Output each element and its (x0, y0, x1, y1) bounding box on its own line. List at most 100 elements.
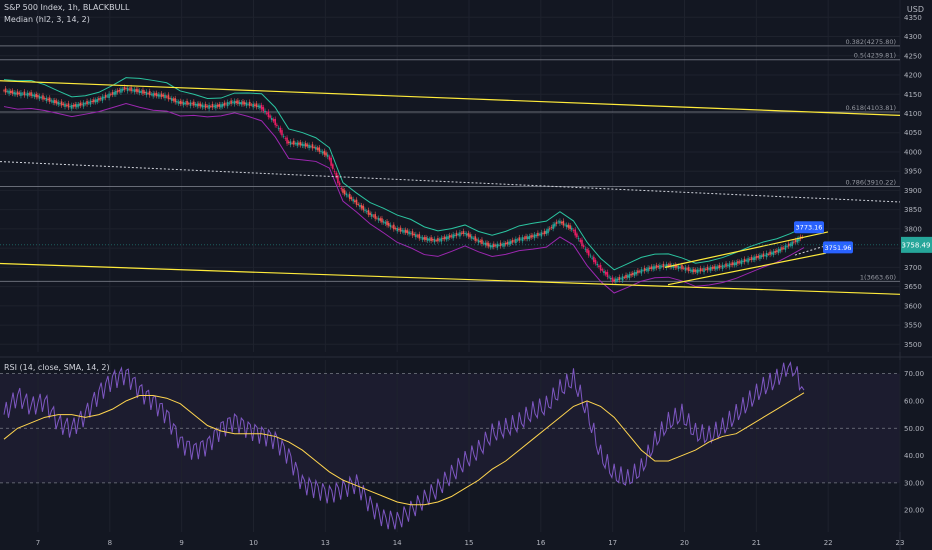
rsi-ma-line (3, 392, 805, 506)
candle-body (762, 253, 765, 257)
candle-body (225, 103, 227, 105)
current-price-label: 3758.49 (902, 241, 931, 249)
candle-body (174, 98, 176, 103)
candle-body (599, 265, 602, 271)
candle-body (93, 99, 95, 103)
candle-body (69, 106, 71, 107)
candle-body (464, 232, 466, 235)
candle-body (401, 230, 404, 232)
candle-body (604, 271, 607, 275)
candle-body (350, 197, 353, 200)
candle-body (342, 188, 344, 193)
candle-body (115, 91, 117, 95)
candle-body (333, 171, 336, 172)
rsi-tick-label: 40.00 (904, 452, 924, 460)
candle-body (164, 94, 166, 99)
rising-dotted-line (794, 244, 829, 256)
currency-label: USD (906, 5, 924, 14)
candle-body (615, 278, 617, 283)
candle-body (62, 103, 65, 105)
candle-body (660, 265, 663, 267)
candle-body (381, 218, 383, 223)
candle-body (618, 276, 621, 281)
candle-body (387, 222, 390, 226)
candle-body (3, 90, 5, 92)
candle-body (98, 98, 100, 101)
candle-body (38, 95, 41, 99)
candle-body (528, 235, 531, 239)
candle-body (754, 256, 756, 261)
price-tick-label: 4000 (904, 148, 922, 156)
fib-level-label: 1(3663.60) (860, 273, 896, 281)
candle-body (208, 104, 210, 109)
candle-body (769, 251, 771, 255)
candle-body (26, 92, 29, 97)
candle-body (103, 96, 105, 99)
candle-body (248, 101, 251, 106)
candle-body (321, 151, 324, 154)
candle-body (552, 224, 554, 229)
candle-body (86, 101, 88, 105)
candle-body (450, 235, 453, 237)
candle-body (42, 95, 44, 100)
candle-body (345, 193, 348, 196)
candle-body (654, 266, 656, 269)
candle-body (138, 90, 141, 93)
candle-body (320, 150, 322, 152)
candle-body (586, 249, 588, 253)
candle-body (491, 245, 493, 248)
candle-body (274, 118, 276, 126)
price-tick-label: 3650 (904, 283, 922, 291)
candle-body (501, 244, 504, 246)
rsi-tick-label: 60.00 (904, 397, 924, 405)
candle-body (369, 212, 371, 215)
candle-body (438, 239, 441, 241)
candle-body (462, 231, 465, 234)
time-tick-label: 13 (321, 539, 330, 547)
candle-body (135, 89, 138, 92)
candle-body (230, 100, 232, 104)
time-tick-label: 7 (36, 539, 40, 547)
symbol-title[interactable]: S&P 500 Index, 1h, BLACKBULL (4, 3, 130, 12)
candle-body (499, 242, 502, 247)
candle-body (538, 234, 541, 236)
candle-body (48, 97, 51, 102)
lower-channel-trendline (0, 262, 901, 295)
candle-body (254, 104, 256, 106)
candle-body (108, 93, 110, 98)
candle-body (748, 258, 751, 260)
candle-body (194, 103, 197, 106)
candle-body (759, 255, 761, 259)
candle-body (169, 98, 171, 99)
candle-body (720, 266, 722, 268)
candle-body (681, 265, 683, 270)
candle-body (11, 90, 14, 94)
candle-body (430, 237, 432, 241)
candle-body (706, 266, 709, 271)
candle-body (752, 257, 754, 260)
candle-body (359, 205, 361, 207)
candle-body (611, 277, 614, 282)
indicator-title[interactable]: Median (hl2, 3, 14, 2) (4, 15, 90, 24)
time-tick-label: 8 (108, 539, 112, 547)
candle-body (699, 268, 702, 272)
candle-body (482, 242, 485, 244)
rsi-tick-label: 20.00 (904, 507, 924, 515)
candle-body (770, 252, 773, 255)
candle-body (384, 222, 387, 224)
fib-level-label: 0.382(4275.80) (845, 38, 896, 46)
candle-body (303, 144, 305, 147)
candle-body (364, 209, 366, 211)
candle-body (793, 241, 795, 243)
dotted-trendline (0, 161, 901, 203)
candle-body (294, 143, 297, 145)
candle-body (537, 232, 539, 237)
candle-body (54, 100, 56, 104)
candle-body (404, 229, 407, 233)
candle-body (567, 224, 570, 228)
candle-body (782, 247, 785, 249)
candle-body (635, 271, 638, 275)
candle-body (172, 98, 175, 101)
candle-body (620, 278, 622, 280)
